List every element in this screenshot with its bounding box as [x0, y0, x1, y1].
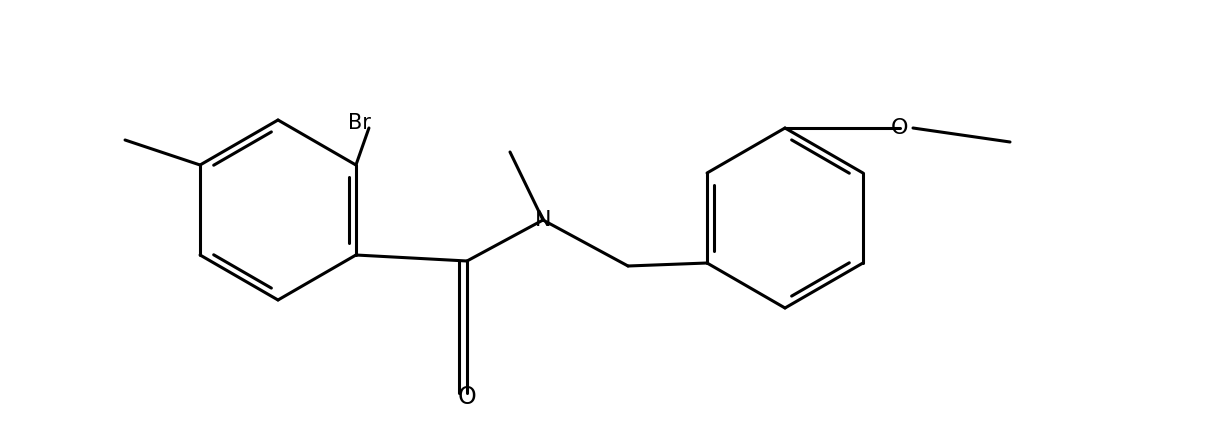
Text: N: N	[535, 210, 552, 230]
Text: Br: Br	[347, 113, 370, 133]
Text: O: O	[457, 385, 477, 409]
Text: O: O	[892, 118, 909, 138]
